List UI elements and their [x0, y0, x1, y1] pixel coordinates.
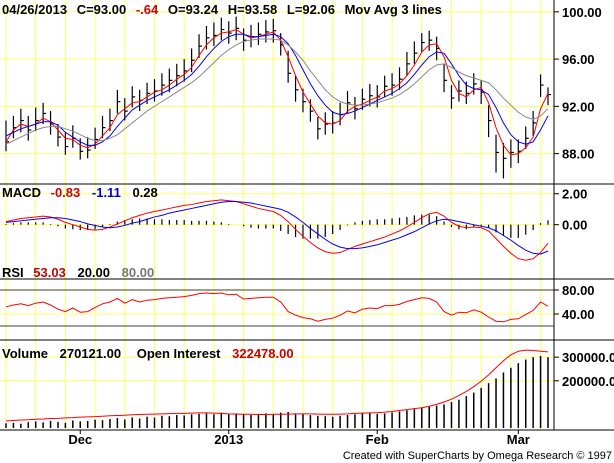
grid	[0, 0, 554, 430]
volume-value: 270121.00	[60, 346, 121, 361]
y-tick-label: 2.00	[562, 187, 587, 202]
macd-value-2: -1.11	[92, 185, 121, 200]
rsi-line	[5, 292, 549, 323]
rsi-header: RSI 53.03 20.00 80.00	[2, 265, 154, 280]
credit-text: Created with SuperCharts by Omega Resear…	[343, 450, 612, 462]
header-low: L=92.06	[287, 2, 335, 17]
volume-header: Volume 270121.00 Open Interest 322478.00	[2, 346, 294, 361]
rsi-label: RSI	[2, 265, 24, 280]
y-tick-label: 92.00	[562, 99, 595, 114]
header-change: -.64	[136, 2, 159, 17]
y-tick-label: 88.00	[562, 147, 595, 162]
ma-mid-line	[5, 33, 549, 146]
header-open: O=93.24	[168, 2, 219, 17]
ma-slow-line	[5, 38, 549, 145]
y-tick-label: 200000.00	[562, 374, 614, 389]
y-tick-label: 300000.00	[562, 350, 614, 365]
price-header: 04/26/2013 C=93.00 -.64 O=93.24 H=93.58 …	[2, 2, 442, 17]
y-tick-label: 96.00	[562, 52, 595, 67]
y-tick-label: 40.00	[562, 307, 595, 322]
volume-label: Volume	[2, 346, 48, 361]
macd-label: MACD	[2, 185, 41, 200]
x-tick-label: 2013	[214, 432, 243, 447]
macd-header: MACD -0.83 -1.11 0.28	[2, 185, 158, 200]
header-study: Mov Avg 3 lines	[345, 2, 442, 17]
y-tick-label: 100.00	[562, 5, 602, 20]
rsi-value-3: 80.00	[122, 265, 155, 280]
x-tick-label: Dec	[68, 432, 92, 447]
y-tick-label: 80.00	[562, 283, 595, 298]
macd-value-1: -0.83	[51, 185, 81, 200]
open-interest-label: Open Interest	[137, 346, 221, 361]
x-tick-label: Feb	[366, 432, 389, 447]
price-panel	[5, 16, 551, 179]
header-close: C=93.00	[77, 2, 127, 17]
rsi-value-2: 20.00	[77, 265, 110, 280]
macd-signal-line	[5, 200, 549, 255]
panel-frames	[0, 0, 614, 431]
header-date: 04/26/2013	[2, 2, 67, 17]
open-interest-line	[5, 349, 549, 422]
macd-panel	[5, 199, 549, 261]
rsi-panel	[0, 289, 554, 327]
volume-panel	[5, 349, 549, 428]
x-tick-label: Mar	[507, 432, 530, 447]
axes: 100.00 96.00 92.00 88.00 2.00 0.00 80.00 40.00 3…	[68, 5, 614, 447]
macd-line	[5, 199, 549, 261]
ma-fast-line	[5, 28, 549, 156]
open-interest-value: 322478.00	[232, 346, 293, 361]
y-tick-label: 0.00	[562, 218, 587, 233]
macd-value-3: 0.28	[132, 185, 157, 200]
header-high: H=93.58	[228, 2, 278, 17]
rsi-value-1: 53.03	[33, 265, 66, 280]
